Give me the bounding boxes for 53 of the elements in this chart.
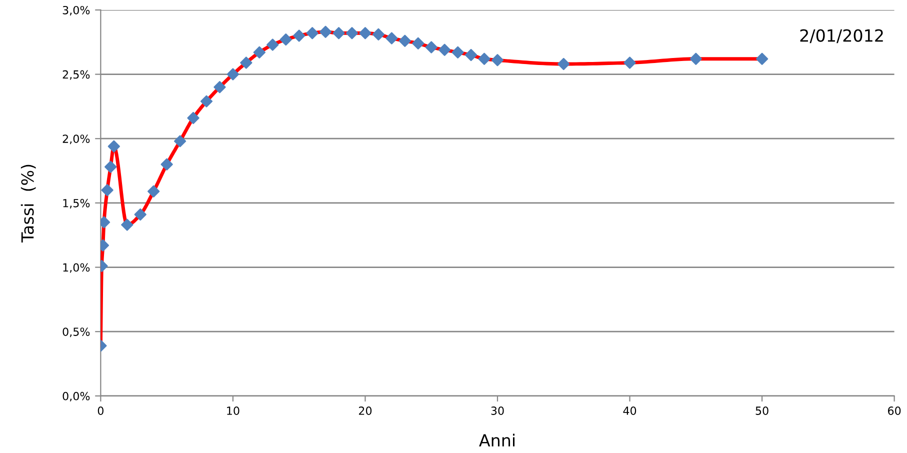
- point: [160, 158, 173, 170]
- y-tick-label: 1,0%: [63, 263, 90, 273]
- point: [101, 184, 114, 196]
- point: [491, 54, 504, 66]
- point: [690, 52, 702, 65]
- x-tick-label: 0: [98, 406, 104, 415]
- point: [253, 46, 266, 58]
- x-tick-label: 40: [623, 406, 636, 415]
- point: [398, 34, 411, 47]
- y-tick-label: 0,0%: [62, 392, 90, 402]
- point: [359, 27, 372, 40]
- x-axis-title: Anni: [479, 434, 515, 446]
- y-tick-label: 2,0%: [62, 134, 90, 144]
- point: [148, 185, 160, 198]
- x-tick-label: 30: [491, 406, 504, 415]
- point: [319, 26, 332, 38]
- y-tick-label: 1,5%: [63, 198, 90, 208]
- x-tick-label: 50: [756, 406, 768, 415]
- point: [756, 52, 768, 65]
- x-tick-label: 10: [227, 406, 240, 415]
- point: [306, 27, 318, 40]
- point: [464, 48, 478, 62]
- point: [134, 208, 146, 221]
- point: [624, 56, 636, 69]
- point: [187, 112, 200, 124]
- y-axis-title: Tassi (%): [20, 164, 36, 243]
- point: [174, 135, 186, 148]
- point: [332, 27, 345, 40]
- point: [108, 140, 120, 152]
- y-tick-label: 3,0%: [62, 6, 90, 16]
- y-tick-label: 2,5%: [62, 70, 90, 80]
- point: [226, 68, 240, 80]
- point: [266, 38, 279, 51]
- point: [438, 44, 451, 56]
- annotation: 2/01/2012: [800, 29, 883, 44]
- x-tick-label: 20: [358, 406, 372, 415]
- point: [425, 41, 438, 54]
- point: [200, 95, 213, 108]
- point: [452, 46, 464, 58]
- point: [214, 81, 226, 94]
- point: [478, 52, 490, 65]
- point: [558, 58, 570, 70]
- point: [121, 218, 134, 231]
- point: [293, 30, 306, 42]
- y-tick-label: 0,5%: [62, 328, 90, 338]
- point: [240, 56, 252, 69]
- x-tick-label: 60: [888, 406, 901, 415]
- point: [386, 32, 398, 44]
- point: [280, 33, 292, 46]
- point: [346, 27, 358, 40]
- point: [372, 28, 385, 40]
- point: [412, 37, 424, 50]
- point: [104, 160, 117, 173]
